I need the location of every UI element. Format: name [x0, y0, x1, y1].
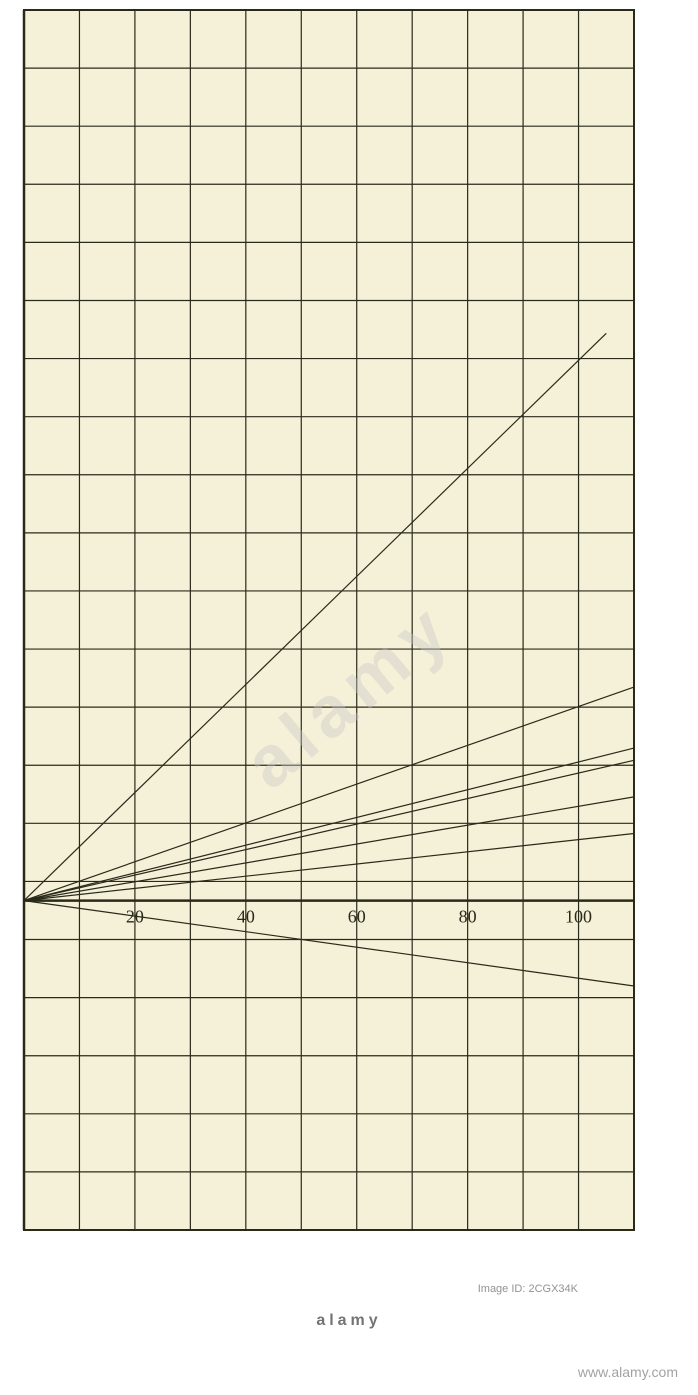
watermark-url: www.alamy.com — [578, 1364, 678, 1380]
chart-container: 20406080100 alamy alamy Image ID: 2CGX34… — [0, 0, 698, 1390]
watermark-id: Image ID: 2CGX34K — [478, 1283, 578, 1295]
x-axis-label: 80 — [459, 907, 477, 927]
chart-svg: 20 40 60 80 100 — [0, 0, 698, 1390]
x-axis-label: 20 — [126, 907, 144, 927]
x-axis-label: 100 — [565, 907, 592, 927]
watermark-brand: alamy — [316, 1312, 381, 1330]
x-axis-label: 40 — [237, 907, 255, 927]
x-axis-label: 60 — [348, 907, 366, 927]
